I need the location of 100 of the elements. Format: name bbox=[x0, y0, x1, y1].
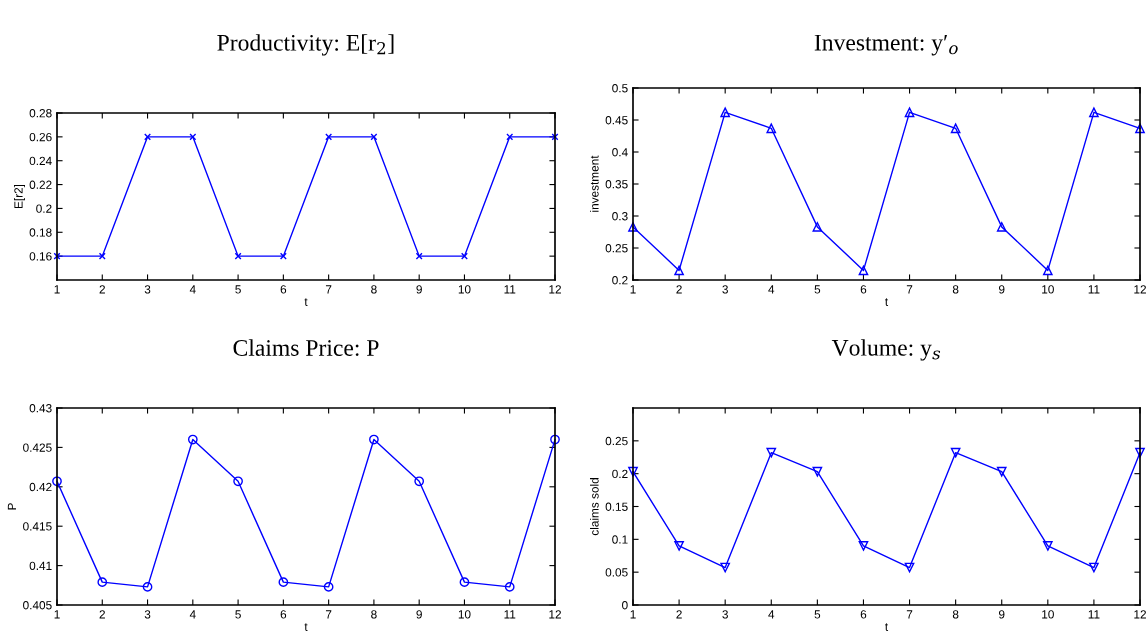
x-axis-title: t bbox=[885, 298, 889, 306]
x-tick-label: 2 bbox=[676, 610, 682, 619]
point bbox=[1135, 123, 1145, 134]
point bbox=[628, 222, 638, 232]
point bbox=[550, 434, 560, 445]
x-tick-label: 3 bbox=[722, 610, 728, 619]
point bbox=[233, 476, 243, 487]
x-tick-label: 9 bbox=[416, 610, 422, 619]
x-tick-label: 9 bbox=[999, 285, 1005, 294]
point bbox=[720, 562, 731, 573]
x-tick-label: 5 bbox=[814, 610, 821, 619]
y-axis-title: E[r2] bbox=[13, 184, 25, 208]
y-tick-label: 0.42 bbox=[29, 482, 52, 492]
x-tick-label: 7 bbox=[906, 285, 913, 294]
y-tick-label: 0.43 bbox=[29, 404, 52, 413]
x-tick-label: 10 bbox=[458, 610, 471, 619]
x-tick-label: 12 bbox=[1134, 285, 1146, 294]
chart-title: Productivity: E[r$_{2}$] bbox=[217, 34, 394, 56]
point bbox=[1042, 541, 1053, 551]
y-tick-label: 0.28 bbox=[29, 109, 52, 118]
x-axis-title: t bbox=[304, 298, 308, 306]
y-tick-label: 0.4 bbox=[612, 148, 628, 157]
y-tick-label: 0.25 bbox=[605, 436, 628, 446]
point bbox=[766, 123, 777, 134]
point bbox=[628, 466, 638, 477]
point bbox=[812, 466, 823, 477]
x-tick-label: 1 bbox=[54, 610, 60, 619]
point bbox=[187, 434, 198, 445]
x-tick-label: 11 bbox=[504, 285, 516, 294]
y-tick-label: 0.18 bbox=[29, 228, 52, 237]
y-tick-label: 0.22 bbox=[29, 180, 52, 189]
point bbox=[1089, 562, 1099, 573]
x-tick-label: 4 bbox=[768, 285, 775, 294]
x-tick-label: 8 bbox=[371, 285, 377, 294]
y-tick-label: 0.16 bbox=[29, 252, 52, 261]
y-tick-label: 0.5 bbox=[612, 84, 628, 93]
point bbox=[1042, 265, 1053, 276]
y-tick-label: 0.15 bbox=[605, 502, 628, 511]
point bbox=[812, 222, 823, 232]
point bbox=[674, 541, 684, 551]
point bbox=[278, 577, 289, 588]
point bbox=[720, 107, 731, 118]
point bbox=[950, 123, 961, 134]
x-tick-label: 7 bbox=[325, 285, 332, 294]
point bbox=[142, 582, 153, 592]
point bbox=[97, 577, 108, 588]
x-tick-label: 6 bbox=[860, 285, 867, 294]
x-tick-label: 12 bbox=[1134, 610, 1146, 619]
chart-title: Investment: y′$_{o}$ bbox=[814, 34, 958, 56]
x-tick-label: 10 bbox=[1042, 285, 1054, 294]
point bbox=[52, 476, 62, 487]
point bbox=[904, 562, 915, 573]
x-tick-label: 1 bbox=[630, 285, 636, 294]
point bbox=[996, 466, 1007, 477]
y-tick-label: 0.3 bbox=[612, 212, 628, 221]
x-tick-label: 3 bbox=[722, 285, 728, 294]
x-tick-label: 10 bbox=[458, 285, 471, 294]
x-axis-title: t bbox=[304, 623, 308, 631]
x-tick-label: 2 bbox=[99, 610, 105, 619]
y-tick-label: 0.35 bbox=[605, 180, 628, 189]
point bbox=[459, 577, 470, 588]
point bbox=[858, 541, 869, 551]
x-tick-label: 7 bbox=[906, 610, 913, 619]
y-tick-label: 0.26 bbox=[29, 132, 52, 142]
point bbox=[996, 222, 1007, 232]
x-tick-label: 7 bbox=[325, 610, 332, 619]
y-tick-label: 0.45 bbox=[605, 116, 628, 125]
y-tick-label: 0.2 bbox=[612, 469, 628, 479]
point bbox=[323, 582, 334, 592]
x-tick-label: 9 bbox=[416, 285, 422, 294]
x-tick-label: 9 bbox=[999, 610, 1005, 619]
x-tick-label: 3 bbox=[144, 285, 151, 294]
point bbox=[904, 107, 915, 118]
x-tick-label: 10 bbox=[1042, 610, 1054, 619]
x-tick-label: 12 bbox=[549, 610, 561, 619]
y-tick-label: 0.415 bbox=[23, 522, 52, 531]
y-axis-title: P bbox=[7, 503, 16, 510]
x-tick-label: 2 bbox=[676, 285, 682, 294]
y-tick-label: 0.2 bbox=[36, 204, 52, 213]
point bbox=[950, 447, 961, 458]
x-tick-label: 8 bbox=[952, 285, 959, 294]
point bbox=[1135, 447, 1145, 458]
point bbox=[858, 265, 869, 276]
x-tick-label: 4 bbox=[189, 610, 196, 619]
x-tick-label: 4 bbox=[768, 610, 775, 619]
y-tick-label: 0.41 bbox=[29, 561, 52, 570]
y-axis-title: investment bbox=[589, 155, 599, 212]
x-tick-label: 2 bbox=[99, 285, 105, 294]
x-tick-label: 8 bbox=[952, 610, 959, 619]
y-tick-label: 0.1 bbox=[612, 535, 628, 544]
point bbox=[766, 447, 777, 458]
chart-title: Volume: y$_{s}$ bbox=[831, 339, 941, 361]
x-tick-label: 6 bbox=[860, 610, 867, 619]
x-tick-label: 4 bbox=[189, 285, 196, 294]
y-tick-label: 0 bbox=[622, 601, 628, 610]
x-tick-label: 12 bbox=[549, 285, 561, 294]
point bbox=[674, 265, 684, 276]
y-tick-label: 0.425 bbox=[23, 443, 52, 452]
x-tick-label: 1 bbox=[54, 285, 60, 294]
x-tick-label: 6 bbox=[280, 610, 287, 619]
